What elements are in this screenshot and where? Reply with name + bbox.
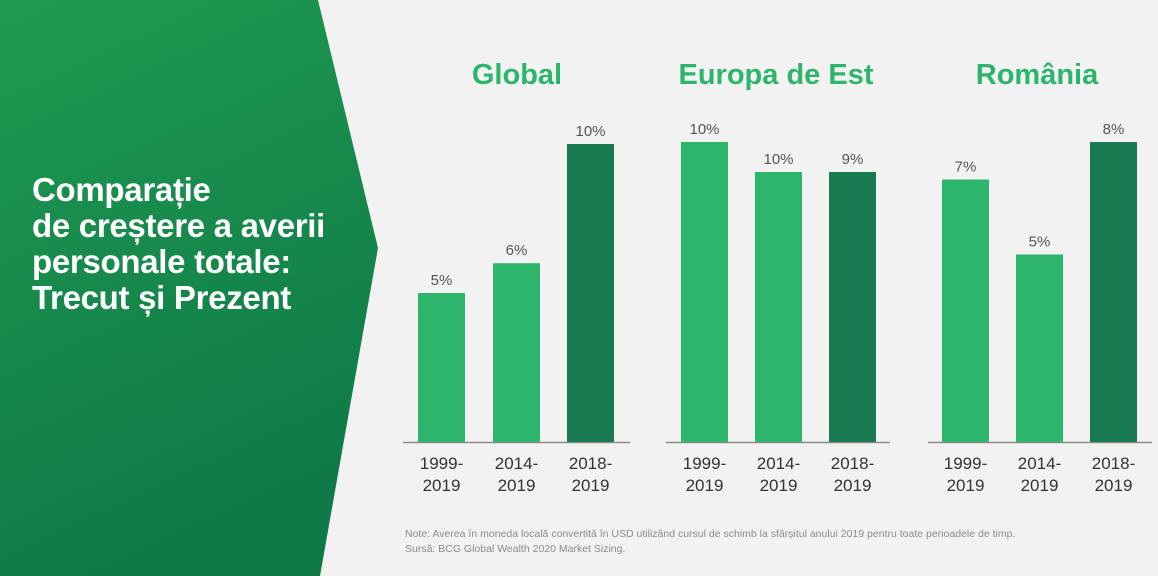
data-label: 10% <box>575 123 605 140</box>
category-label: 2018-2019 <box>569 454 612 495</box>
category-label: 2014-2019 <box>1018 454 1061 495</box>
category-label: 2014-2019 <box>495 454 538 495</box>
data-label: 9% <box>842 151 864 168</box>
category-label: 2018-2019 <box>831 454 874 495</box>
chart-title: Europa de Est <box>679 59 874 91</box>
footnote-source: Sursă: BCG Global Wealth 2020 Market Siz… <box>405 543 626 555</box>
bar <box>829 172 876 442</box>
side-panel-arrow <box>0 0 378 576</box>
data-label: 6% <box>506 242 528 259</box>
side-title-line-1: Comparație <box>32 171 211 208</box>
bar <box>1016 254 1063 442</box>
side-title-line-3: personale totale: <box>32 243 291 280</box>
side-title-line-2: de creștere a averii <box>32 207 326 244</box>
data-label: 10% <box>763 151 793 168</box>
category-label: 2018-2019 <box>1092 454 1135 495</box>
bar <box>567 144 614 442</box>
footnote-note: Note: Averea în moneda locală convertită… <box>405 528 1016 540</box>
category-label: 1999-2019 <box>420 454 463 495</box>
bar <box>942 179 989 442</box>
chart-title: Global <box>472 59 562 91</box>
bar <box>418 293 465 442</box>
side-title-line-4: Trecut și Prezent <box>32 279 291 316</box>
data-label: 5% <box>1029 234 1051 251</box>
bar <box>493 263 540 442</box>
data-label: 5% <box>431 272 453 289</box>
bar <box>1090 142 1137 442</box>
category-label: 1999-2019 <box>944 454 987 495</box>
data-label: 7% <box>955 159 977 176</box>
bar <box>755 172 802 442</box>
side-title: Comparație de creștere a averii personal… <box>32 172 362 316</box>
category-label: 1999-2019 <box>683 454 726 495</box>
category-label: 2014-2019 <box>757 454 800 495</box>
bar <box>681 142 728 442</box>
chart-title: România <box>976 59 1099 91</box>
data-label: 10% <box>689 121 719 138</box>
data-label: 8% <box>1103 121 1125 138</box>
footnotes: Note: Averea în moneda locală convertită… <box>405 527 1145 557</box>
